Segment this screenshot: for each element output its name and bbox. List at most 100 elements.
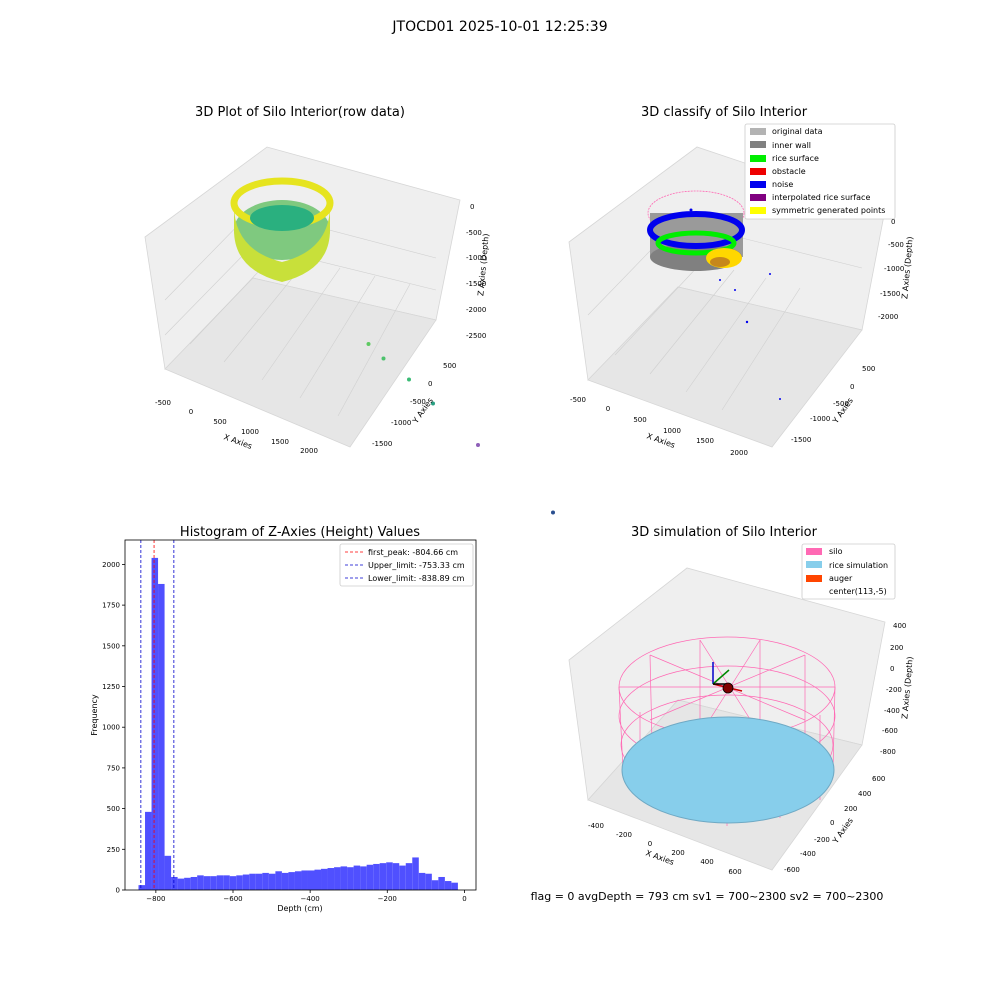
panel2-z-ticks: 0 -500 -1000 -1500 -2000 <box>878 218 904 321</box>
legend-label-auger: auger <box>829 574 853 583</box>
histogram-ytick-label: 250 <box>107 846 120 854</box>
noise-point <box>779 398 781 400</box>
panel4-z-ticks: 400 200 0 -200 -400 -600 -800 <box>880 622 906 756</box>
p4-ytick: 0 <box>830 819 834 827</box>
histogram-xtick-label: −600 <box>223 895 242 903</box>
p1-ytick: -1500 <box>372 440 392 448</box>
p2-xtick: -500 <box>570 396 586 404</box>
p4-xtick: 0 <box>648 840 652 848</box>
p2-ytick: -1500 <box>791 436 811 444</box>
p1-ytick: 0 <box>428 380 432 388</box>
histogram-bar <box>412 857 419 890</box>
footer-status-text: flag = 0 avgDepth = 793 cm sv1 = 700~230… <box>531 890 884 903</box>
panel2-noise-ring <box>647 211 745 249</box>
panel1-ring-cloud <box>230 177 334 282</box>
p4-ztick: 0 <box>890 665 894 673</box>
histogram-bar <box>334 867 341 890</box>
p2-xtick: 1500 <box>696 437 714 445</box>
histogram-bar <box>438 876 445 890</box>
legend-label-upper-limit: Upper_limit: -753.33 cm <box>368 561 465 570</box>
panel-simulation-3d: 3D simulation of Silo Interior <box>568 525 915 876</box>
noise-point <box>734 289 736 291</box>
histogram-bar <box>275 871 282 890</box>
panel1-data-point <box>551 510 555 515</box>
histogram-bar <box>386 862 393 890</box>
histogram-ylabel: Frequency <box>90 694 99 736</box>
legend-label-inner-wall: inner wall <box>772 141 811 150</box>
panel4-y-ticks: 600 400 200 0 -200 -400 -600 <box>784 775 885 874</box>
p1-xtick: 0 <box>189 408 193 416</box>
p1-ztick: -2000 <box>466 306 486 314</box>
panel2-cloud-top <box>647 190 745 236</box>
p1-ztick: 0 <box>470 203 474 211</box>
histogram-bar <box>444 881 452 890</box>
histogram-y-ticks: 0 250 500 750 1000 1250 1500 1750 2000 <box>102 561 125 895</box>
panel1-y-ticks: 500 0 -500 -1000 -1500 <box>372 362 456 448</box>
panel1-ring-inner <box>250 205 314 231</box>
histogram-bar <box>399 865 406 890</box>
p2-ztick: -1000 <box>884 265 904 273</box>
panel2-title: 3D classify of Silo Interior <box>641 105 808 120</box>
histogram-bar <box>307 870 315 890</box>
panel2-legend-frame <box>744 123 896 220</box>
panel2-rice-band <box>655 230 737 256</box>
histogram-ytick-label: 1500 <box>102 642 120 650</box>
legend-label-silo: silo <box>829 547 843 556</box>
legend-label-symmetric: symmetric generated points <box>772 206 885 215</box>
histogram-bar <box>145 811 152 890</box>
panel2-gridlines <box>587 221 863 411</box>
panel2-legend: original data inner wall rice surface ob… <box>744 123 896 220</box>
auger-center-marker <box>722 682 734 694</box>
histogram-bar <box>294 871 302 890</box>
panel4-title: 3D simulation of Silo Interior <box>631 525 818 540</box>
panel4-legend-frame <box>801 543 896 600</box>
p2-xtick: 0 <box>606 405 610 413</box>
p4-xtick: 400 <box>700 858 713 866</box>
histogram-bar <box>210 876 217 890</box>
panel1-zlabel: Z Axies (Depth) <box>476 233 490 296</box>
panel4-rice-surface <box>621 716 835 824</box>
histogram-bar <box>281 872 289 890</box>
p2-ytick: 500 <box>862 365 875 373</box>
histogram-bar <box>268 873 276 890</box>
panel1-ring-front <box>234 205 330 282</box>
histogram-bar <box>327 868 335 890</box>
histogram-bar <box>203 876 211 890</box>
legend-label-obstacle: obstacle <box>772 167 806 176</box>
p1-xtick: 1000 <box>241 428 259 436</box>
p2-xtick: 500 <box>633 416 646 424</box>
p4-ztick: -600 <box>882 727 898 735</box>
histogram-ytick-label: 500 <box>107 805 120 813</box>
histogram-bar <box>360 866 367 890</box>
histogram-legend-frame <box>339 543 474 587</box>
p2-ytick: -1000 <box>810 415 830 423</box>
panel1-data-point <box>381 356 386 361</box>
panel1-data-point <box>476 443 480 447</box>
p2-ytick: 0 <box>850 383 854 391</box>
legend-swatch-silo <box>806 548 822 555</box>
histogram-bar <box>373 863 380 890</box>
p4-xtick: -200 <box>616 831 632 839</box>
histogram-bar <box>392 863 400 890</box>
histogram-bar <box>242 874 250 890</box>
legend-swatch-auger <box>806 575 822 582</box>
histogram-x-ticks: −800 −600 −400 −200 0 <box>146 890 467 903</box>
p2-xtick: 1000 <box>663 427 681 435</box>
panel1-x-ticks: -500 0 500 1000 1500 2000 <box>155 399 318 455</box>
histogram-bar <box>353 865 361 890</box>
histogram-xtick-label: −800 <box>146 895 165 903</box>
histogram-bar <box>158 583 165 890</box>
p4-ztick: -800 <box>880 748 896 756</box>
panel2-silo-cloud <box>647 190 745 271</box>
histogram-bar <box>229 876 237 890</box>
histogram-ytick-label: 750 <box>107 764 120 772</box>
panel2-y-ticks: 500 0 -500 -1000 -1500 <box>791 365 875 444</box>
p4-ytick: 400 <box>858 790 871 798</box>
p1-ytick: 500 <box>443 362 456 370</box>
panel2-pane-floor <box>587 286 863 448</box>
legend-swatch-interpolated <box>750 194 766 201</box>
figure-suptitle: JTOCD01 2025-10-01 12:25:39 <box>391 19 607 35</box>
p4-ztick: -400 <box>884 707 900 715</box>
p4-ztick: -200 <box>886 686 902 694</box>
